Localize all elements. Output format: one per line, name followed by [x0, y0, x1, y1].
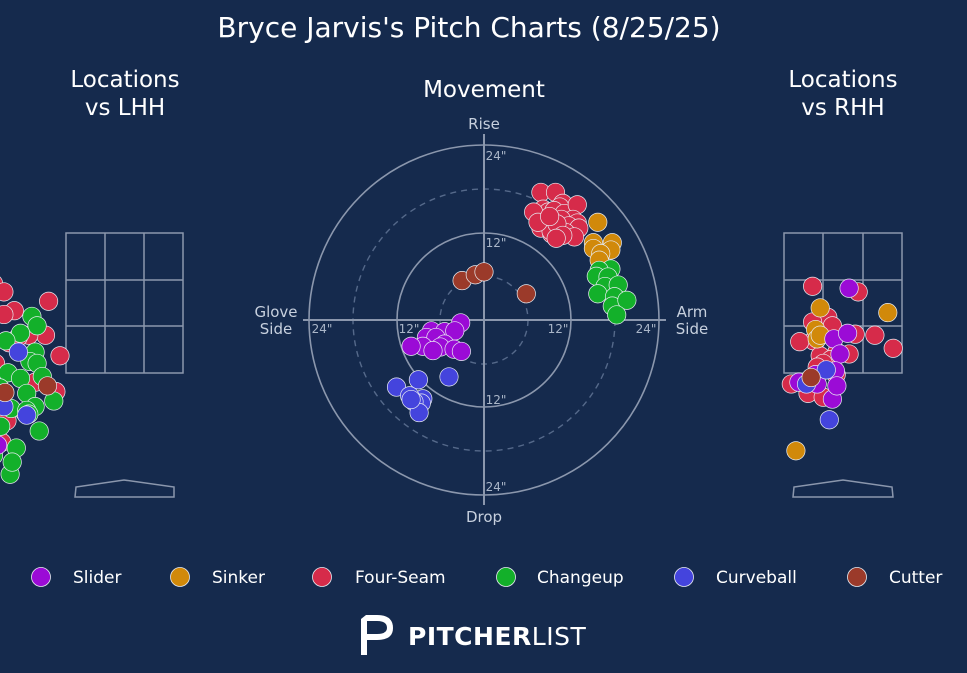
home-plate-rhh	[792, 479, 894, 498]
legend-swatch-cutter	[847, 567, 867, 587]
legend: Slider Sinker Four-Seam Changeup Curveba…	[31, 567, 942, 588]
legend-swatch-curveball	[674, 567, 694, 587]
lhh-point-four-seam	[50, 346, 70, 366]
legend-item-slider: Slider	[31, 567, 121, 588]
movement-point-changeup	[617, 290, 637, 310]
rhh-point-slider	[830, 344, 850, 364]
rhh-point-sinker	[810, 298, 830, 318]
lhh-point-changeup	[29, 421, 49, 441]
rhh-point-slider	[838, 323, 858, 343]
legend-swatch-four-seam	[312, 567, 332, 587]
movement-point-sinker	[588, 212, 608, 232]
movement-panel-title: Movement	[423, 77, 545, 103]
lhh-panel-title-line1: Locations	[70, 67, 179, 93]
legend-swatch-changeup	[496, 567, 516, 587]
rhh-point-four-seam	[790, 332, 810, 352]
chart-title: Bryce Jarvis's Pitch Charts (8/25/25)	[217, 11, 720, 44]
home-plate-lhh	[74, 479, 175, 498]
rhh-panel-title-line1: Locations	[788, 67, 897, 93]
rhh-location-panel	[781, 232, 903, 498]
rhh-point-slider	[827, 376, 847, 396]
lhh-point-changeup	[0, 416, 11, 436]
lhh-point-curveball	[8, 342, 28, 362]
legend-label-curveball: Curveball	[716, 568, 797, 588]
ring-label-right-24: 24"	[636, 322, 657, 336]
legend-item-curveball: Curveball	[674, 567, 797, 588]
legend-item-changeup: Changeup	[496, 567, 624, 588]
legend-swatch-slider	[31, 567, 51, 587]
lhh-point-changeup	[2, 452, 22, 472]
rhh-point-cutter	[801, 367, 821, 388]
ring-label-top-24: 24"	[486, 149, 507, 163]
movement-point-slider	[401, 336, 421, 356]
ring-label-top-12: 12"	[486, 236, 507, 250]
legend-item-sinker: Sinker	[170, 567, 265, 588]
axis-label-arm-side-line1: Arm	[677, 303, 708, 321]
rhh-point-curveball	[819, 410, 839, 430]
lhh-point-curveball	[17, 405, 37, 425]
pitcherlist-logo-mark	[361, 615, 393, 655]
rhh-point-curveball	[816, 360, 836, 380]
logo-wordmark: PITCHERLIST	[408, 622, 586, 651]
lhh-point-slider	[0, 435, 8, 455]
rhh-point-four-seam	[803, 276, 823, 296]
ring-label-bottom-12: 12"	[486, 393, 507, 407]
legend-label-slider: Slider	[73, 568, 121, 588]
strike-zone-lhh	[65, 232, 184, 374]
rhh-point-slider	[839, 278, 859, 298]
rhh-point-four-seam	[883, 338, 903, 358]
pitcherlist-logo: PITCHERLIST	[361, 615, 586, 655]
rhh-pitch-points	[781, 276, 903, 461]
ring-label-left-12: 12"	[399, 322, 420, 336]
lhh-point-four-seam	[0, 304, 14, 325]
axis-label-drop: Drop	[466, 508, 502, 526]
rhh-point-four-seam	[865, 325, 885, 345]
lhh-location-panel	[0, 232, 184, 498]
axis-label-glove-side-line2: Side	[260, 320, 292, 338]
movement-pitch-points	[386, 182, 637, 423]
movement-point-curveball	[401, 389, 421, 410]
lhh-pitch-points	[0, 276, 70, 484]
ring-label-left-24: 24"	[312, 322, 333, 336]
legend-label-four-seam: Four-Seam	[355, 568, 446, 588]
movement-point-four-seam	[546, 228, 566, 248]
ring-label-bottom-24: 24"	[486, 480, 507, 494]
legend-label-changeup: Changeup	[537, 568, 624, 588]
legend-label-cutter: Cutter	[889, 568, 942, 588]
movement-point-slider	[451, 341, 471, 361]
legend-swatch-sinker	[170, 567, 190, 587]
lhh-point-cutter	[37, 376, 58, 396]
legend-item-cutter: Cutter	[847, 567, 942, 588]
rhh-panel-title-line2: vs RHH	[801, 95, 884, 121]
legend-item-four-seam: Four-Seam	[312, 567, 446, 588]
movement-panel: 24" 12" 12" 24" 12" 24" 12" 24" Rise Dro…	[254, 115, 708, 526]
movement-point-changeup	[607, 305, 627, 325]
movement-point-curveball	[408, 370, 428, 390]
movement-point-cutter	[474, 262, 494, 282]
lhh-point-changeup	[27, 316, 47, 336]
lhh-point-changeup	[0, 331, 16, 351]
legend-label-sinker: Sinker	[212, 568, 265, 588]
lhh-point-four-seam	[39, 291, 59, 311]
axis-label-glove-side-line1: Glove	[254, 303, 297, 321]
movement-point-curveball	[439, 367, 459, 387]
movement-point-changeup	[588, 284, 608, 304]
movement-point-cutter	[516, 284, 536, 304]
axis-label-rise: Rise	[468, 115, 500, 133]
rhh-point-sinker	[878, 303, 898, 323]
movement-point-four-seam	[540, 206, 560, 227]
lhh-panel-title-line2: vs LHH	[85, 95, 165, 121]
lhh-point-cutter	[0, 382, 15, 403]
rhh-point-sinker	[786, 441, 806, 461]
ring-label-right-12: 12"	[548, 322, 569, 336]
lhh-point-four-seam	[0, 282, 14, 302]
axis-label-arm-side-line2: Side	[676, 320, 708, 338]
movement-point-slider	[423, 341, 443, 361]
